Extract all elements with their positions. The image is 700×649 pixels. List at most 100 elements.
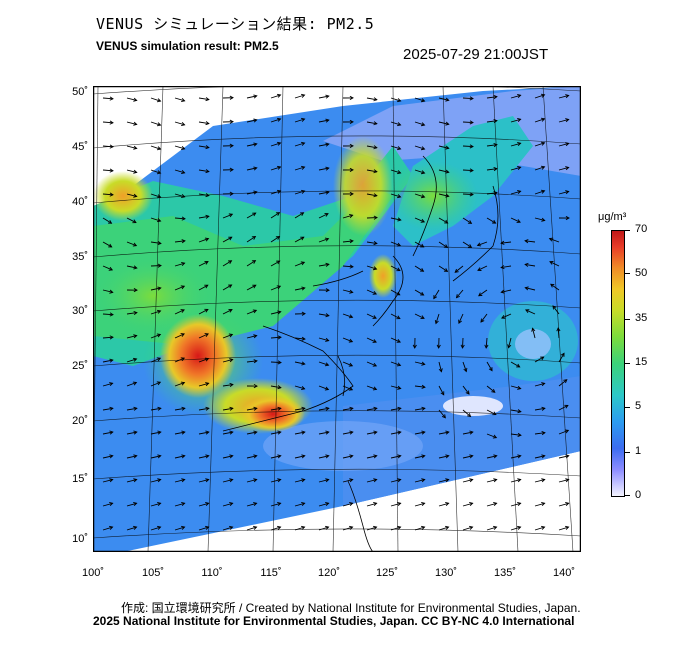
wind-vector xyxy=(198,526,209,531)
wind-vector-head xyxy=(277,454,282,459)
wind-vector-head xyxy=(565,502,570,507)
wind-vector xyxy=(294,337,305,340)
wind-vector xyxy=(510,94,521,99)
wind-vector xyxy=(246,284,257,291)
wind-vector-head xyxy=(373,169,378,174)
wind-vector-head xyxy=(549,261,554,265)
wind-vector-head xyxy=(204,333,209,337)
wind-vector xyxy=(438,502,449,507)
wind-vector-head xyxy=(205,406,210,411)
wind-vector xyxy=(366,289,377,295)
wind-vector-head xyxy=(524,286,529,291)
wind-vector-head xyxy=(397,478,402,483)
wind-vector-head xyxy=(469,454,474,459)
wind-vector-head xyxy=(372,266,378,271)
wind-vector-head xyxy=(540,356,545,361)
wind-vector-head xyxy=(253,118,258,123)
wind-vector xyxy=(462,217,472,224)
wind-vector-head xyxy=(229,454,234,459)
wind-vector xyxy=(342,313,353,318)
wind-vector-head xyxy=(229,358,234,363)
wind-vector-head xyxy=(492,411,497,416)
wind-vector-head xyxy=(301,286,306,291)
wind-vector-head xyxy=(480,318,485,323)
wind-vector-head xyxy=(454,268,459,273)
wind-vector-head xyxy=(517,166,522,171)
wind-vector-head xyxy=(109,502,114,507)
wind-vector-head xyxy=(205,525,210,530)
wind-vector-head xyxy=(277,430,282,435)
wind-vector-head xyxy=(469,525,474,530)
wind-vector xyxy=(534,502,545,507)
wind-vector-head xyxy=(556,327,561,332)
wind-vector xyxy=(478,289,488,297)
wind-vector xyxy=(534,142,545,147)
wind-vector xyxy=(414,169,425,174)
wind-vector-head xyxy=(109,358,114,363)
wind-vector xyxy=(174,121,185,126)
wind-vector-head xyxy=(560,352,565,357)
wind-vector-head xyxy=(565,142,570,147)
wind-vector-head xyxy=(469,192,474,197)
wind-vector-head xyxy=(301,430,306,435)
wind-vector xyxy=(534,94,545,99)
wind-vector xyxy=(534,190,545,195)
wind-vector xyxy=(462,526,473,531)
lon-label-130: 130˚ xyxy=(434,567,458,579)
wind-vector-head xyxy=(228,333,234,338)
wind-vector-head xyxy=(277,335,282,340)
wind-vector-head xyxy=(253,334,258,339)
wind-vector-head xyxy=(301,406,306,411)
wind-vector-head xyxy=(301,93,306,98)
wind-vector-head xyxy=(277,478,282,483)
wind-vector xyxy=(174,431,185,435)
wind-vector xyxy=(222,407,233,411)
wind-vector-head xyxy=(349,406,354,411)
wind-vector xyxy=(438,217,448,224)
wind-vector xyxy=(414,385,425,388)
wind-vector-head xyxy=(157,454,162,459)
wind-vector xyxy=(486,502,497,507)
wind-vector-head xyxy=(373,145,378,150)
wind-vector-head xyxy=(300,236,305,241)
wind-vector xyxy=(486,217,496,224)
wind-vector-head xyxy=(229,95,234,100)
wind-vector-head xyxy=(253,359,258,364)
wind-vector-head xyxy=(276,189,282,194)
wind-vector xyxy=(174,169,185,174)
lon-label-115: 115˚ xyxy=(260,567,282,579)
wind-vector-head xyxy=(540,141,546,146)
wind-vector xyxy=(198,309,209,315)
wind-vector-head xyxy=(253,142,258,147)
wind-vector xyxy=(438,361,442,372)
wind-vector xyxy=(462,385,470,395)
wind-vector-head xyxy=(373,502,378,507)
wind-vector-head xyxy=(493,190,498,196)
lat-label-25: 25˚ xyxy=(72,360,88,372)
wind-vector xyxy=(558,502,569,507)
wind-vector xyxy=(318,213,329,219)
wind-vector-head xyxy=(109,335,114,340)
wind-vector-head xyxy=(469,502,474,507)
wind-vector xyxy=(174,357,185,363)
wind-vector xyxy=(558,455,569,459)
wind-vector xyxy=(270,212,280,219)
wind-vector-head xyxy=(492,219,497,224)
wind-vector xyxy=(510,502,521,507)
wind-vector-head xyxy=(540,117,546,122)
wind-vector xyxy=(246,260,256,267)
wind-vector xyxy=(126,502,137,507)
wind-vector xyxy=(390,169,401,174)
wind-vector xyxy=(390,526,401,531)
wind-vector-head xyxy=(229,143,234,148)
wind-vector xyxy=(438,193,449,197)
wind-vector-head xyxy=(458,319,462,324)
wind-vector-head xyxy=(396,291,401,296)
wind-vector xyxy=(558,95,569,99)
wind-vector xyxy=(318,313,329,317)
wind-vector xyxy=(294,190,305,195)
wind-vector xyxy=(198,193,209,196)
wind-vector-head xyxy=(541,478,546,483)
wind-vector-head xyxy=(205,454,210,459)
wind-vector-head xyxy=(349,454,354,459)
